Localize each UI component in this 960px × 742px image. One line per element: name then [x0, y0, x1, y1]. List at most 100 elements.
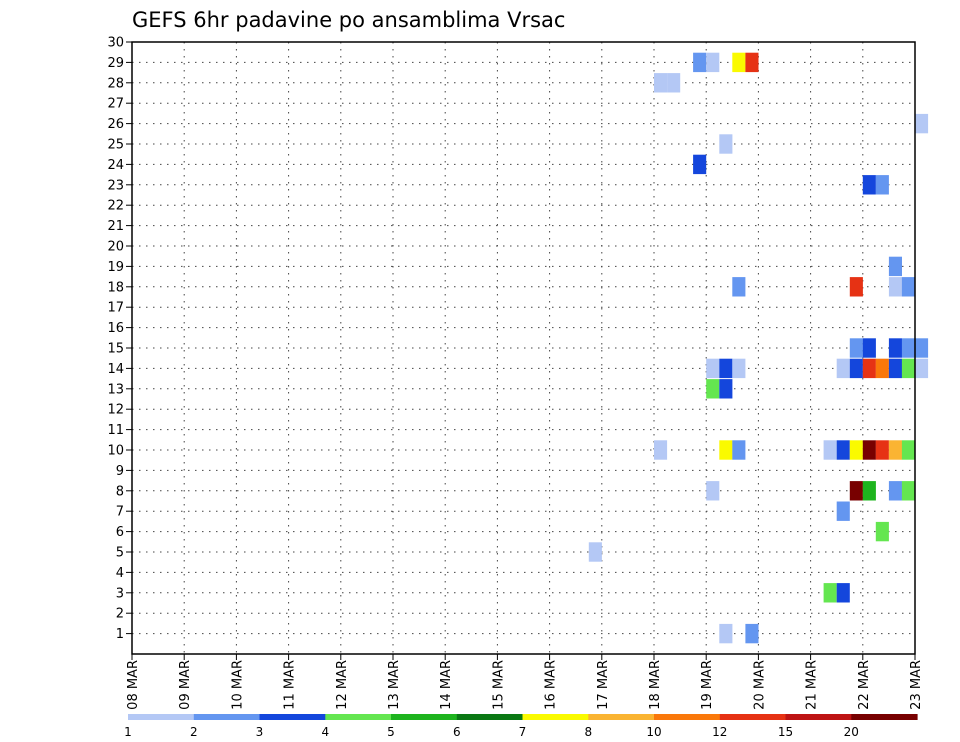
precip-cell [875, 175, 889, 195]
x-tick-label: 08 MAR [126, 660, 141, 710]
legend-label: 15 [778, 725, 793, 739]
precip-cell [915, 358, 929, 379]
precip-cell [915, 338, 929, 358]
legend-swatch [391, 714, 458, 720]
precip-cell [836, 358, 850, 379]
y-tick-label: 20 [107, 240, 124, 255]
precip-cell [901, 358, 915, 379]
precip-cell [862, 338, 876, 358]
precip-cell [588, 542, 602, 562]
y-tick-label: 29 [107, 56, 124, 71]
x-tick-label: 17 MAR [596, 660, 611, 710]
precip-cell [849, 440, 863, 460]
precip-cell [888, 338, 902, 358]
precip-cell [706, 358, 720, 379]
x-tick-label: 22 MAR [857, 660, 872, 710]
x-tick-label: 20 MAR [752, 660, 767, 710]
y-tick-label: 5 [116, 546, 124, 561]
precip-cell [745, 623, 759, 644]
chart-title: GEFS 6hr padavine po ansamblima Vrsac [132, 8, 565, 32]
color-legend: 1 2 3 4 5 6 7 8 10 12 15 20 [124, 714, 918, 739]
heatmap-cells [588, 52, 929, 644]
precip-cell [901, 440, 915, 460]
precip-cell [849, 481, 863, 501]
y-tick-label: 16 [107, 321, 124, 336]
y-tick-label: 10 [107, 444, 124, 459]
y-tick-label: 22 [107, 199, 124, 214]
precip-cell [888, 277, 902, 297]
legend-swatch [259, 714, 326, 720]
x-tick-label: 13 MAR [387, 660, 402, 710]
y-tick-label: 23 [107, 178, 124, 193]
precip-cell [862, 175, 876, 195]
precip-cell [862, 440, 876, 460]
legend-label: 3 [256, 725, 264, 739]
precip-cell [915, 113, 929, 134]
precip-cell [901, 481, 915, 501]
x-tick-label: 21 MAR [805, 660, 820, 710]
x-tick-label: 23 MAR [909, 660, 924, 710]
precip-cell [862, 358, 876, 379]
precip-cell [719, 134, 733, 154]
y-tick-label: 4 [116, 566, 124, 581]
y-tick-label: 24 [107, 158, 124, 173]
precip-cell [706, 379, 720, 399]
x-tick-label: 12 MAR [335, 660, 350, 710]
y-tick-label: 18 [107, 280, 124, 295]
y-tick-label: 28 [107, 76, 124, 91]
legend-swatch [128, 714, 195, 720]
precip-cell [849, 358, 863, 379]
precip-cell [836, 440, 850, 460]
precip-cell [849, 338, 863, 358]
precip-cell [732, 52, 746, 73]
y-tick-label: 6 [116, 525, 124, 540]
precip-cell [719, 440, 733, 460]
legend-swatch [325, 714, 392, 720]
legend-label: 4 [321, 725, 329, 739]
precip-cell [732, 277, 746, 297]
legend-label: 5 [387, 725, 395, 739]
legend-swatch [588, 714, 655, 720]
legend-swatch [719, 714, 787, 720]
precip-cell [823, 583, 837, 603]
y-tick-label: 25 [107, 138, 124, 153]
legend-swatch [193, 714, 261, 720]
precip-cell [654, 73, 668, 93]
y-tick-label: 15 [107, 342, 124, 357]
legend-label: 20 [844, 725, 859, 739]
legend-label: 7 [519, 725, 527, 739]
legend-swatch [851, 714, 918, 720]
x-tick-label: 19 MAR [700, 660, 715, 710]
precip-cell [745, 52, 759, 73]
y-tick-label: 21 [107, 219, 124, 234]
y-tick-label: 9 [116, 464, 124, 479]
precip-cell [888, 256, 902, 277]
precip-cell [862, 481, 876, 501]
precip-cell [836, 501, 850, 521]
x-tick-label: 16 MAR [544, 660, 559, 710]
legend-swatch [654, 714, 721, 720]
y-axis: 1234567891011121314151617181920212223242… [107, 36, 132, 642]
legend-label: 8 [584, 725, 592, 739]
y-tick-label: 27 [107, 97, 124, 112]
y-tick-label: 26 [107, 117, 124, 132]
y-tick-label: 8 [116, 484, 124, 499]
y-tick-label: 11 [107, 423, 124, 438]
precip-cell [875, 521, 889, 542]
legend-swatch [785, 714, 852, 720]
y-tick-label: 12 [107, 403, 124, 418]
y-tick-label: 2 [116, 607, 124, 622]
legend-swatch [456, 714, 524, 720]
precip-cell [849, 277, 863, 297]
precip-cell [823, 440, 837, 460]
precip-cell [719, 379, 733, 399]
y-tick-label: 1 [116, 627, 124, 642]
precip-cell [732, 440, 746, 460]
legend-label: 1 [124, 725, 132, 739]
y-tick-label: 30 [107, 36, 124, 51]
x-tick-label: 15 MAR [491, 660, 506, 710]
precip-cell [875, 358, 889, 379]
precip-cell [875, 440, 889, 460]
x-tick-label: 18 MAR [648, 660, 663, 710]
